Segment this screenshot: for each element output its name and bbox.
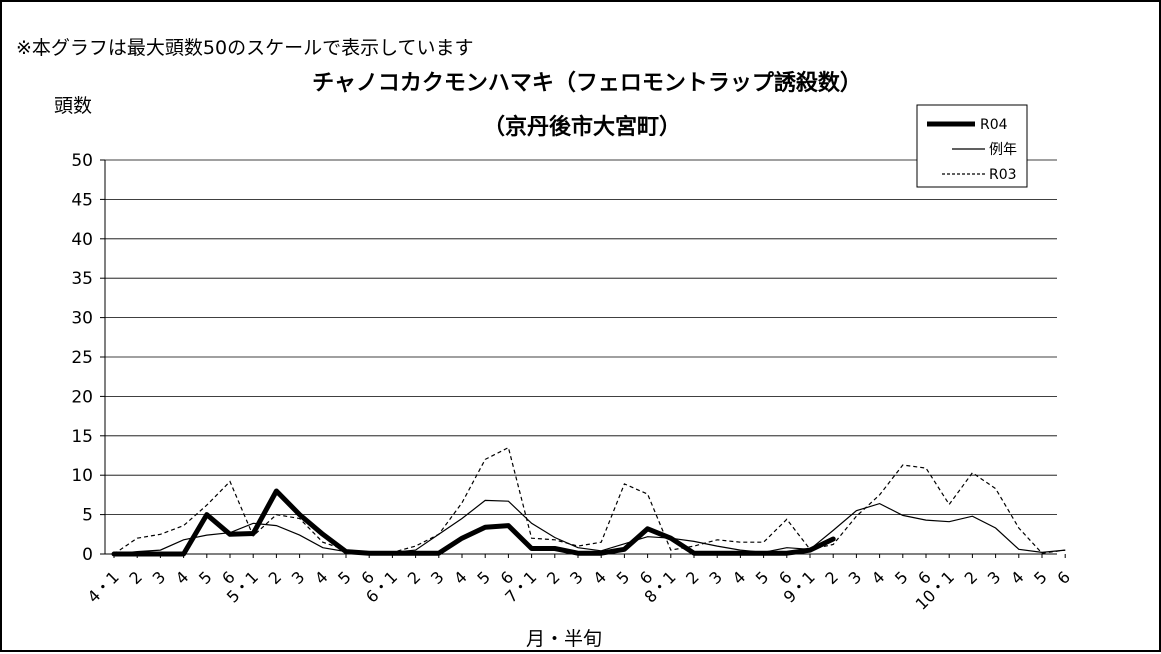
x-tick-label: 4	[589, 567, 610, 588]
series-line-bold	[111, 488, 836, 557]
x-tick-label: 5	[195, 567, 216, 588]
y-axis-label: 頭数	[54, 95, 92, 117]
series-line-dashed	[113, 446, 1066, 555]
x-tick-label: 4	[868, 567, 889, 588]
x-axis-label: 月・半旬	[526, 628, 602, 650]
x-tick-label: 2	[125, 567, 146, 588]
x-tick-label: 4	[172, 567, 193, 588]
y-tick-label: 25	[71, 348, 93, 368]
scale-note: ※本グラフは最大頭数50のスケールで表示しています	[16, 37, 474, 59]
series-line-thin	[113, 499, 1066, 555]
y-tick-label: 5	[82, 506, 93, 526]
x-tick-label: 5	[891, 567, 912, 588]
x-tick-label: 4	[1007, 567, 1028, 588]
x-tick-label: 4・1	[84, 567, 123, 606]
legend-label-r03: R03	[989, 167, 1017, 183]
x-tick-label: 2	[961, 567, 982, 588]
x-tick-label: 3	[566, 567, 587, 588]
chart-title-line1: チャノコカクモンハマキ（フェロモントラップ誘殺数）	[312, 70, 862, 96]
chart-title-line2: （京丹後市大宮町）	[483, 114, 681, 140]
y-tick-label: 10	[71, 466, 93, 486]
legend-label-average: 例年	[989, 142, 1017, 158]
series-lines	[111, 446, 1066, 557]
x-tick-label: 4	[450, 567, 471, 588]
y-tick-label: 45	[71, 190, 93, 210]
x-tick-label: 3	[845, 567, 866, 588]
x-tick-label: 5	[752, 567, 773, 588]
x-tick-label: 4	[729, 567, 750, 588]
x-tick-label: 3	[288, 567, 309, 588]
x-tick-label: 2	[821, 567, 842, 588]
x-tick-label: 3	[984, 567, 1005, 588]
y-ticks: 0 5 10 15 20 25 30 35 40 45 50	[71, 151, 105, 565]
x-tick-label: 2	[682, 567, 703, 588]
y-tick-label: 35	[71, 269, 93, 289]
legend-label-r04: R04	[980, 117, 1008, 133]
x-tick-label: 3	[427, 567, 448, 588]
x-tick-label: 2	[543, 567, 564, 588]
y-tick-label: 20	[71, 387, 93, 407]
y-tick-label: 50	[71, 151, 93, 171]
y-tick-label: 30	[71, 309, 93, 329]
x-tick-label: 5	[613, 567, 634, 588]
x-tick-label: 3	[705, 567, 726, 588]
x-tick-label: 5	[1030, 567, 1051, 588]
y-tick-label: 40	[71, 230, 93, 250]
y-tick-label: 0	[82, 545, 93, 565]
x-tick-label: 2	[265, 567, 286, 588]
gridlines	[105, 159, 1057, 515]
x-ticks: 4・1 2 3 4 5 65・1 2 3 4 5 66・1 2 3 4 5 67・1 2 3 4 5 68・1 2 3 4 5 6…	[84, 554, 1074, 614]
x-tick-label: 3	[149, 567, 170, 588]
legend-box	[916, 104, 1028, 188]
x-tick-label: 2	[404, 567, 425, 588]
y-tick-label: 15	[71, 427, 93, 447]
x-tick-label: 4	[311, 567, 332, 588]
x-tick-label: 6	[1053, 567, 1074, 588]
legend: R04 例年 R03	[916, 104, 1028, 188]
x-tick-label: 5	[334, 567, 355, 588]
x-tick-label: 5	[473, 567, 494, 588]
